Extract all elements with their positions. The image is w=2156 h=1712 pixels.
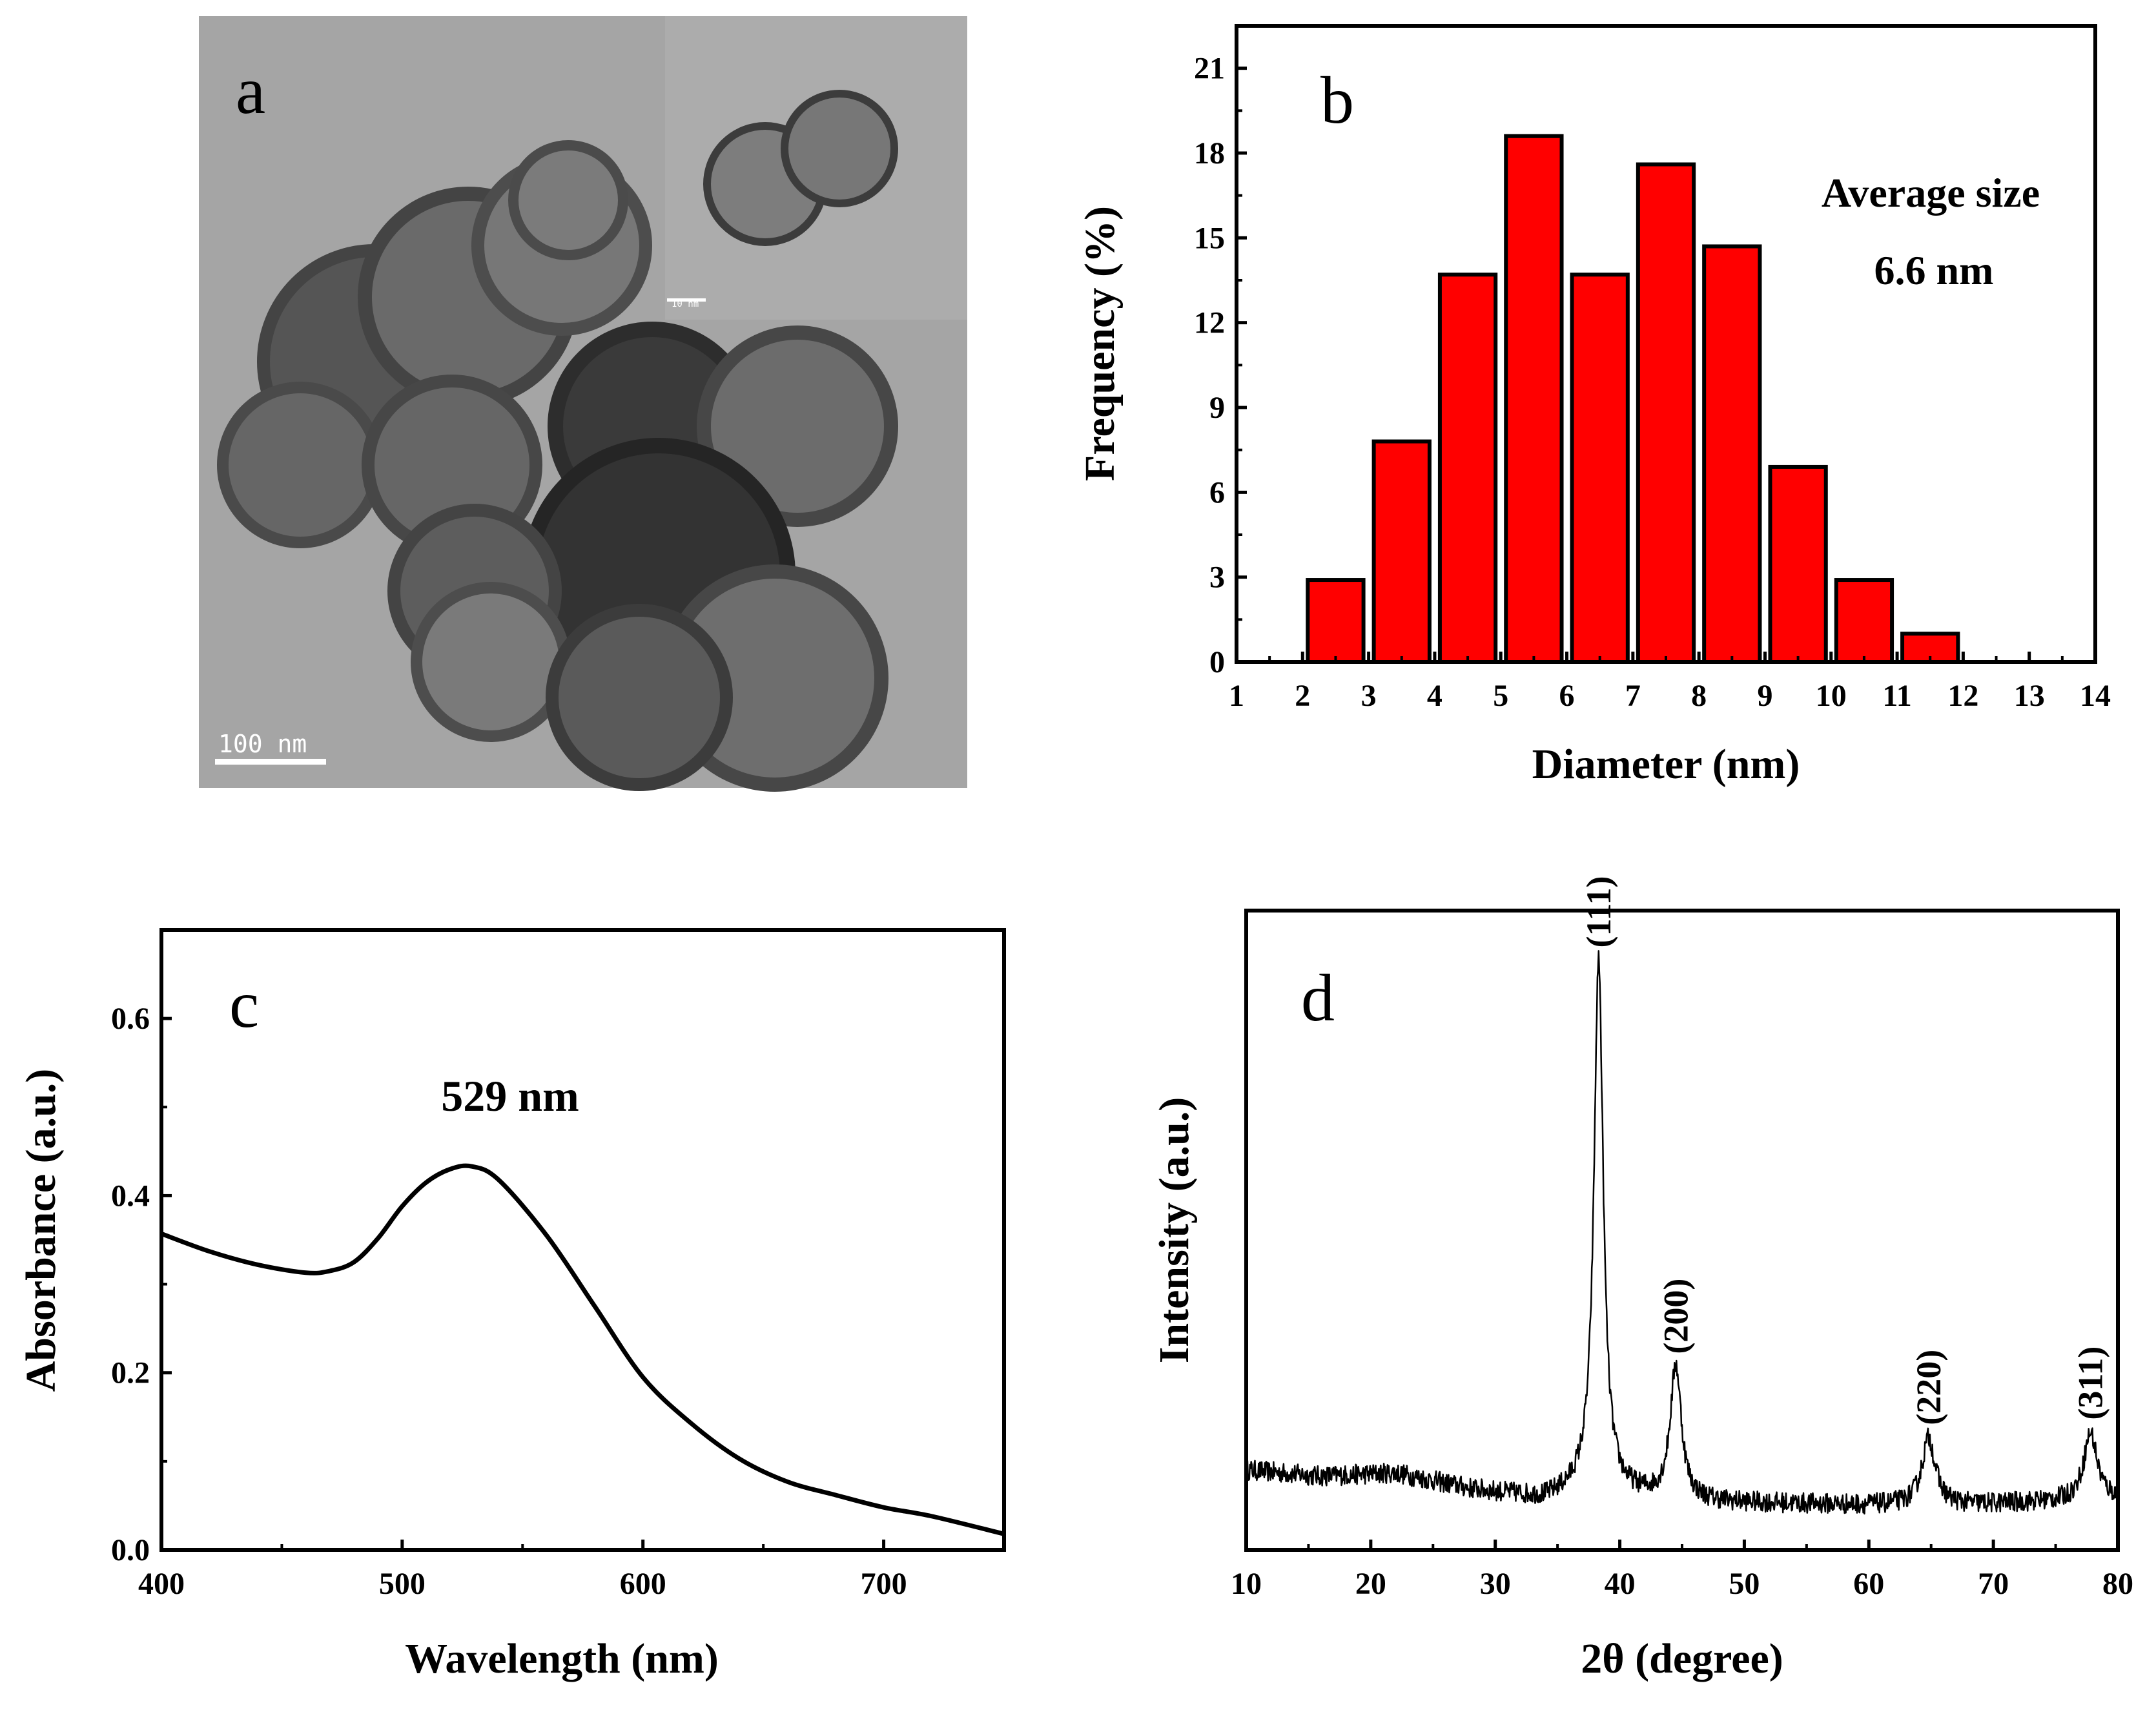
x-tick-label: 50 [1729,1567,1760,1601]
x-tick-label: 500 [379,1567,426,1601]
tem-particles [217,140,898,792]
x-axis-title-d: 2θ (degree) [1581,1635,1783,1682]
x-tick-label: 8 [1691,679,1707,713]
x-axis-title-b: Diameter (nm) [1532,741,1800,788]
bar [1570,273,1630,664]
bar [1834,578,1894,664]
y-tick-label: 9 [1209,391,1225,425]
bar [1371,439,1432,664]
plot-frame-c [159,928,1006,1552]
bars-b [1306,134,1960,665]
x-tick-label: 11 [1882,679,1911,713]
xrd-pattern [1246,950,2118,1515]
y-tick-label: 0.2 [111,1356,150,1390]
y-ticks-b: 0 3 6 9 12 15 18 21 [1194,52,1247,679]
panel-c: 400 500 600 700 0.0 0.2 0.4 0.6 c 529 nm Wavel… [17,928,1006,1682]
panel-letter-c: c [229,967,259,1042]
x-tick-label: 5 [1493,679,1508,713]
x-tick-label: 400 [138,1567,185,1601]
x-tick-label: 600 [620,1567,666,1601]
inset-scale-label: 10 nm [672,299,699,309]
x-tick-label: 6 [1559,679,1575,713]
panel-d: 10 20 30 40 50 60 70 80 (111)(200)(220) (311) d … [1151,876,2133,1682]
plot-frame-d [1244,909,2120,1552]
x-ticks-b: 1 2 3 4 5 6 7 8 9 10 11 12 13 14 [1229,652,2111,713]
bar [1702,244,1762,664]
x-tick-label: 60 [1853,1567,1884,1601]
x-tick-label: 7 [1625,679,1641,713]
average-size-value: 6.6 nm [1874,247,1994,293]
peak-label: (200) [1656,1279,1695,1354]
x-tick-label: 12 [1947,679,1978,713]
x-tick-label: 10 [1231,1567,1262,1601]
x-tick-label: 40 [1605,1567,1636,1601]
y-axis-title-b: Frequency (%) [1076,206,1124,481]
bar [1636,162,1696,664]
x-ticks-c: 400 500 600 700 [138,1540,907,1601]
panel-letter-b: b [1320,63,1354,138]
x-tick-label: 70 [1978,1567,2009,1601]
peak-label: (220) [1909,1350,1948,1425]
x-tick-label: 9 [1757,679,1772,713]
y-tick-label: 0.6 [111,1002,150,1036]
x-ticks-d: 10 20 30 40 50 60 70 80 [1231,1540,2133,1601]
x-tick-label: 80 [2102,1567,2133,1601]
bar [1437,273,1498,664]
y-tick-label: 18 [1194,136,1225,170]
x-tick-label: 14 [2080,679,2111,713]
x-tick-label: 3 [1361,679,1377,713]
y-ticks-c: 0.0 0.2 0.4 0.6 [111,1002,172,1567]
absorbance-curve [161,1163,1004,1536]
y-tick-label: 21 [1194,52,1225,86]
y-tick-label: 15 [1194,221,1225,255]
y-axis-title-d: Intensity (a.u.) [1151,1097,1198,1364]
bar [1504,134,1564,664]
y-tick-label: 3 [1209,561,1225,595]
scale-bar [215,759,326,765]
inset-scale-bar [667,298,706,302]
peak-label: (111) [1579,876,1618,947]
x-tick-label: 700 [861,1567,907,1601]
panel-letter-d: d [1301,961,1335,1035]
x-tick-label: 10 [1816,679,1847,713]
peak-label: (311) [2071,1346,2110,1420]
x-tick-label: 2 [1295,679,1310,713]
panel-a: 10 nm a 100 nm [199,16,967,792]
y-tick-label: 6 [1209,475,1225,510]
y-tick-label: 0.0 [111,1533,150,1567]
x-axis-title-c: Wavelength (nm) [405,1635,719,1682]
y-tick-label: 0.4 [111,1179,150,1213]
panel-letter-a: a [236,54,265,128]
y-tick-label: 0 [1209,645,1225,679]
x-tick-label: 1 [1229,679,1244,713]
x-tick-label: 13 [2014,679,2045,713]
y-axis-title-c: Absorbance (a.u.) [17,1069,65,1392]
x-tick-label: 4 [1427,679,1442,713]
x-tick-label: 20 [1355,1567,1386,1601]
inset-particle [781,90,898,207]
scale-bar-label: 100 nm [218,730,307,758]
bar [1768,464,1828,665]
peak-labels: (111) (200) (220) (311) [1579,876,2110,1425]
x-tick-label: 30 [1480,1567,1511,1601]
bar [1306,578,1366,664]
peak-annotation: 529 nm [441,1071,579,1120]
y-tick-label: 12 [1194,306,1225,340]
average-size-label: Average size [1822,170,2040,216]
